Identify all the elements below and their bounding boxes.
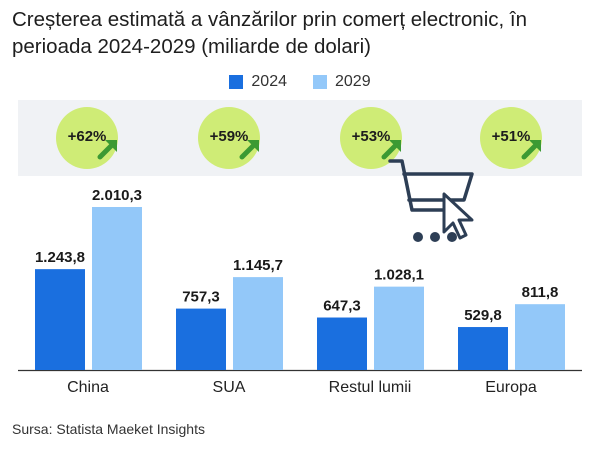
bar-2024-sua <box>176 308 226 370</box>
data-label: 647,3 <box>323 298 361 315</box>
legend-swatch-2029 <box>313 75 327 89</box>
bar-2024-restul-lumii <box>317 317 367 370</box>
growth-badge-label: +53% <box>351 128 391 145</box>
growth-arrow-icon <box>97 140 117 160</box>
data-label: 1.028,1 <box>374 267 424 284</box>
x-tick-label: China <box>67 379 109 396</box>
data-label: 757,3 <box>182 289 220 306</box>
growth-badge-sua: +59% <box>198 107 260 169</box>
data-label: 1.243,8 <box>35 249 85 266</box>
growth-badge-label: +62% <box>67 128 107 145</box>
growth-badge-label: +59% <box>209 128 249 145</box>
bar-2029-sua <box>233 277 283 370</box>
bar-2029-restul-lumii <box>374 286 424 370</box>
bar-2024-europa <box>458 327 508 370</box>
x-tick-label: Restul lumii <box>329 379 412 396</box>
mouse-pointer-icon <box>442 192 474 240</box>
x-tick-label: Europa <box>485 379 537 396</box>
legend-swatch-2024 <box>229 75 244 89</box>
data-label: 529,8 <box>464 307 502 324</box>
growth-arrow-icon <box>381 140 401 160</box>
growth-arrow-icon <box>239 140 259 160</box>
chart-title: Creșterea estimată a vânzărilor prin com… <box>12 8 527 58</box>
legend-item-2024: 2024 <box>229 73 287 91</box>
growth-badge-china: +62% <box>56 107 118 169</box>
bar-2029-europa <box>515 304 565 370</box>
growth-badge-restul-lumii: +53% <box>340 107 402 169</box>
bar-2029-china <box>92 207 142 370</box>
data-label: 2.010,3 <box>92 187 142 204</box>
x-tick-label: SUA <box>213 379 246 396</box>
legend-label-2029: 2029 <box>335 73 371 90</box>
legend-label-2024: 2024 <box>251 73 287 90</box>
data-label: 1.145,7 <box>233 257 283 274</box>
legend-item-2029: 2029 <box>313 73 371 91</box>
data-label: 811,8 <box>522 284 559 301</box>
growth-badge-europa: +51% <box>480 107 542 169</box>
bar-2024-china <box>35 269 85 370</box>
shopping-cart-icon <box>388 159 474 242</box>
growth-badge-label: +51% <box>491 128 531 145</box>
growth-arrow-icon <box>521 140 541 160</box>
source-note: Sursa: Statista Maeket Insights <box>12 421 205 437</box>
legend: 2024 2029 <box>0 72 600 92</box>
